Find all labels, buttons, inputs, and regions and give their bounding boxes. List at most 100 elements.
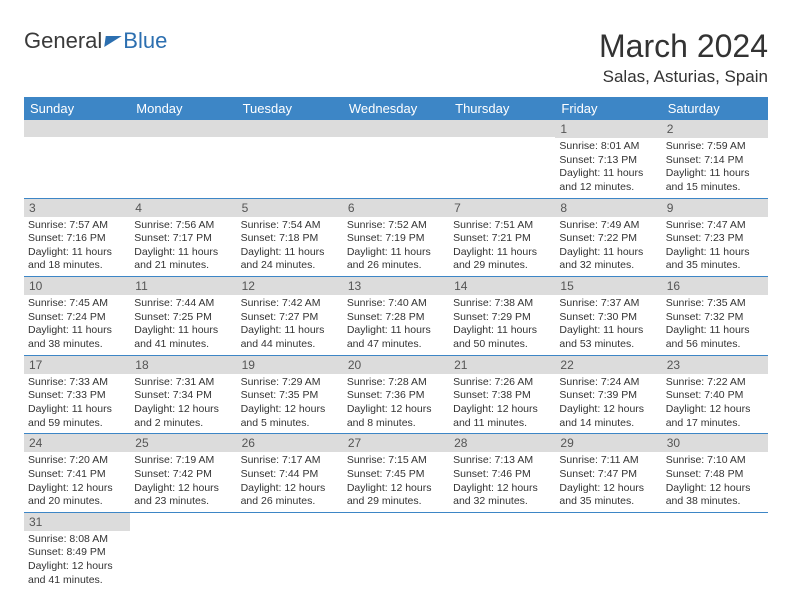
sunrise-text: Sunrise: 7:40 AM bbox=[347, 297, 445, 311]
cell-body: Sunrise: 7:49 AMSunset: 7:22 PMDaylight:… bbox=[555, 217, 661, 277]
sunset-text: Sunset: 7:40 PM bbox=[666, 389, 764, 403]
sunrise-text: Sunrise: 7:33 AM bbox=[28, 376, 126, 390]
cell-body: Sunrise: 7:45 AMSunset: 7:24 PMDaylight:… bbox=[24, 295, 130, 355]
sunset-text: Sunset: 7:29 PM bbox=[453, 311, 551, 325]
calendar-cell: 11Sunrise: 7:44 AMSunset: 7:25 PMDayligh… bbox=[130, 277, 236, 356]
calendar-cell bbox=[449, 120, 555, 198]
calendar-header-row: SundayMondayTuesdayWednesdayThursdayFrid… bbox=[24, 97, 768, 120]
calendar-cell: 13Sunrise: 7:40 AMSunset: 7:28 PMDayligh… bbox=[343, 277, 449, 356]
day-header: Wednesday bbox=[343, 97, 449, 120]
calendar-cell bbox=[130, 120, 236, 198]
daylight-text: Daylight: 11 hours and 47 minutes. bbox=[347, 324, 445, 351]
sunrise-text: Sunrise: 7:26 AM bbox=[453, 376, 551, 390]
sunset-text: Sunset: 7:41 PM bbox=[28, 468, 126, 482]
calendar-page: General Blue March 2024 Salas, Asturias,… bbox=[0, 0, 792, 590]
calendar-cell: 1Sunrise: 8:01 AMSunset: 7:13 PMDaylight… bbox=[555, 120, 661, 198]
day-number: 9 bbox=[662, 199, 768, 217]
daylight-text: Daylight: 11 hours and 32 minutes. bbox=[559, 246, 657, 273]
cell-body: Sunrise: 7:26 AMSunset: 7:38 PMDaylight:… bbox=[449, 374, 555, 434]
sunrise-text: Sunrise: 7:17 AM bbox=[241, 454, 339, 468]
daylight-text: Daylight: 11 hours and 59 minutes. bbox=[28, 403, 126, 430]
sunset-text: Sunset: 7:39 PM bbox=[559, 389, 657, 403]
cell-body: Sunrise: 7:17 AMSunset: 7:44 PMDaylight:… bbox=[237, 452, 343, 512]
calendar-cell: 15Sunrise: 7:37 AMSunset: 7:30 PMDayligh… bbox=[555, 277, 661, 356]
calendar-cell: 28Sunrise: 7:13 AMSunset: 7:46 PMDayligh… bbox=[449, 434, 555, 513]
cell-body: Sunrise: 7:51 AMSunset: 7:21 PMDaylight:… bbox=[449, 217, 555, 277]
sunrise-text: Sunrise: 8:01 AM bbox=[559, 140, 657, 154]
sunrise-text: Sunrise: 7:44 AM bbox=[134, 297, 232, 311]
sunset-text: Sunset: 7:22 PM bbox=[559, 232, 657, 246]
day-number bbox=[449, 120, 555, 137]
calendar-cell: 10Sunrise: 7:45 AMSunset: 7:24 PMDayligh… bbox=[24, 277, 130, 356]
sunrise-text: Sunrise: 7:10 AM bbox=[666, 454, 764, 468]
calendar-cell bbox=[555, 512, 661, 590]
sunrise-text: Sunrise: 7:37 AM bbox=[559, 297, 657, 311]
day-number: 4 bbox=[130, 199, 236, 217]
calendar-cell bbox=[24, 120, 130, 198]
day-number: 5 bbox=[237, 199, 343, 217]
sunrise-text: Sunrise: 7:38 AM bbox=[453, 297, 551, 311]
sunset-text: Sunset: 7:45 PM bbox=[347, 468, 445, 482]
day-number: 12 bbox=[237, 277, 343, 295]
sunrise-text: Sunrise: 7:52 AM bbox=[347, 219, 445, 233]
cell-body bbox=[130, 137, 236, 142]
cell-body: Sunrise: 7:56 AMSunset: 7:17 PMDaylight:… bbox=[130, 217, 236, 277]
calendar-cell bbox=[130, 512, 236, 590]
sunrise-text: Sunrise: 7:54 AM bbox=[241, 219, 339, 233]
sunset-text: Sunset: 7:36 PM bbox=[347, 389, 445, 403]
calendar-cell bbox=[343, 512, 449, 590]
calendar-cell: 12Sunrise: 7:42 AMSunset: 7:27 PMDayligh… bbox=[237, 277, 343, 356]
sunset-text: Sunset: 7:14 PM bbox=[666, 154, 764, 168]
day-number bbox=[24, 120, 130, 137]
sunset-text: Sunset: 7:46 PM bbox=[453, 468, 551, 482]
daylight-text: Daylight: 11 hours and 35 minutes. bbox=[666, 246, 764, 273]
daylight-text: Daylight: 11 hours and 38 minutes. bbox=[28, 324, 126, 351]
daylight-text: Daylight: 12 hours and 11 minutes. bbox=[453, 403, 551, 430]
cell-body: Sunrise: 7:44 AMSunset: 7:25 PMDaylight:… bbox=[130, 295, 236, 355]
calendar-cell: 31Sunrise: 8:08 AMSunset: 8:49 PMDayligh… bbox=[24, 512, 130, 590]
cell-body: Sunrise: 7:57 AMSunset: 7:16 PMDaylight:… bbox=[24, 217, 130, 277]
day-number: 14 bbox=[449, 277, 555, 295]
cell-body bbox=[24, 137, 130, 142]
daylight-text: Daylight: 11 hours and 24 minutes. bbox=[241, 246, 339, 273]
calendar-cell: 9Sunrise: 7:47 AMSunset: 7:23 PMDaylight… bbox=[662, 198, 768, 277]
cell-body: Sunrise: 7:54 AMSunset: 7:18 PMDaylight:… bbox=[237, 217, 343, 277]
cell-body: Sunrise: 7:37 AMSunset: 7:30 PMDaylight:… bbox=[555, 295, 661, 355]
day-number: 20 bbox=[343, 356, 449, 374]
calendar-cell bbox=[237, 512, 343, 590]
sunrise-text: Sunrise: 7:31 AM bbox=[134, 376, 232, 390]
daylight-text: Daylight: 11 hours and 18 minutes. bbox=[28, 246, 126, 273]
daylight-text: Daylight: 11 hours and 12 minutes. bbox=[559, 167, 657, 194]
calendar-cell: 7Sunrise: 7:51 AMSunset: 7:21 PMDaylight… bbox=[449, 198, 555, 277]
daylight-text: Daylight: 12 hours and 14 minutes. bbox=[559, 403, 657, 430]
cell-body: Sunrise: 7:10 AMSunset: 7:48 PMDaylight:… bbox=[662, 452, 768, 512]
day-number: 11 bbox=[130, 277, 236, 295]
cell-body: Sunrise: 7:40 AMSunset: 7:28 PMDaylight:… bbox=[343, 295, 449, 355]
day-header: Monday bbox=[130, 97, 236, 120]
calendar-cell: 8Sunrise: 7:49 AMSunset: 7:22 PMDaylight… bbox=[555, 198, 661, 277]
cell-body bbox=[237, 137, 343, 142]
calendar-cell: 22Sunrise: 7:24 AMSunset: 7:39 PMDayligh… bbox=[555, 355, 661, 434]
sunset-text: Sunset: 7:25 PM bbox=[134, 311, 232, 325]
daylight-text: Daylight: 11 hours and 21 minutes. bbox=[134, 246, 232, 273]
sunrise-text: Sunrise: 7:19 AM bbox=[134, 454, 232, 468]
day-number bbox=[130, 120, 236, 137]
day-header: Friday bbox=[555, 97, 661, 120]
day-number: 28 bbox=[449, 434, 555, 452]
calendar-cell: 5Sunrise: 7:54 AMSunset: 7:18 PMDaylight… bbox=[237, 198, 343, 277]
calendar-cell: 4Sunrise: 7:56 AMSunset: 7:17 PMDaylight… bbox=[130, 198, 236, 277]
daylight-text: Daylight: 12 hours and 38 minutes. bbox=[666, 482, 764, 509]
cell-body: Sunrise: 7:29 AMSunset: 7:35 PMDaylight:… bbox=[237, 374, 343, 434]
title-block: March 2024 Salas, Asturias, Spain bbox=[599, 28, 768, 87]
logo-text-general: General bbox=[24, 28, 102, 54]
daylight-text: Daylight: 11 hours and 50 minutes. bbox=[453, 324, 551, 351]
daylight-text: Daylight: 11 hours and 44 minutes. bbox=[241, 324, 339, 351]
sunset-text: Sunset: 7:27 PM bbox=[241, 311, 339, 325]
calendar-cell: 25Sunrise: 7:19 AMSunset: 7:42 PMDayligh… bbox=[130, 434, 236, 513]
cell-body: Sunrise: 7:52 AMSunset: 7:19 PMDaylight:… bbox=[343, 217, 449, 277]
daylight-text: Daylight: 12 hours and 20 minutes. bbox=[28, 482, 126, 509]
day-number: 8 bbox=[555, 199, 661, 217]
daylight-text: Daylight: 11 hours and 15 minutes. bbox=[666, 167, 764, 194]
sunset-text: Sunset: 7:18 PM bbox=[241, 232, 339, 246]
sunrise-text: Sunrise: 7:13 AM bbox=[453, 454, 551, 468]
